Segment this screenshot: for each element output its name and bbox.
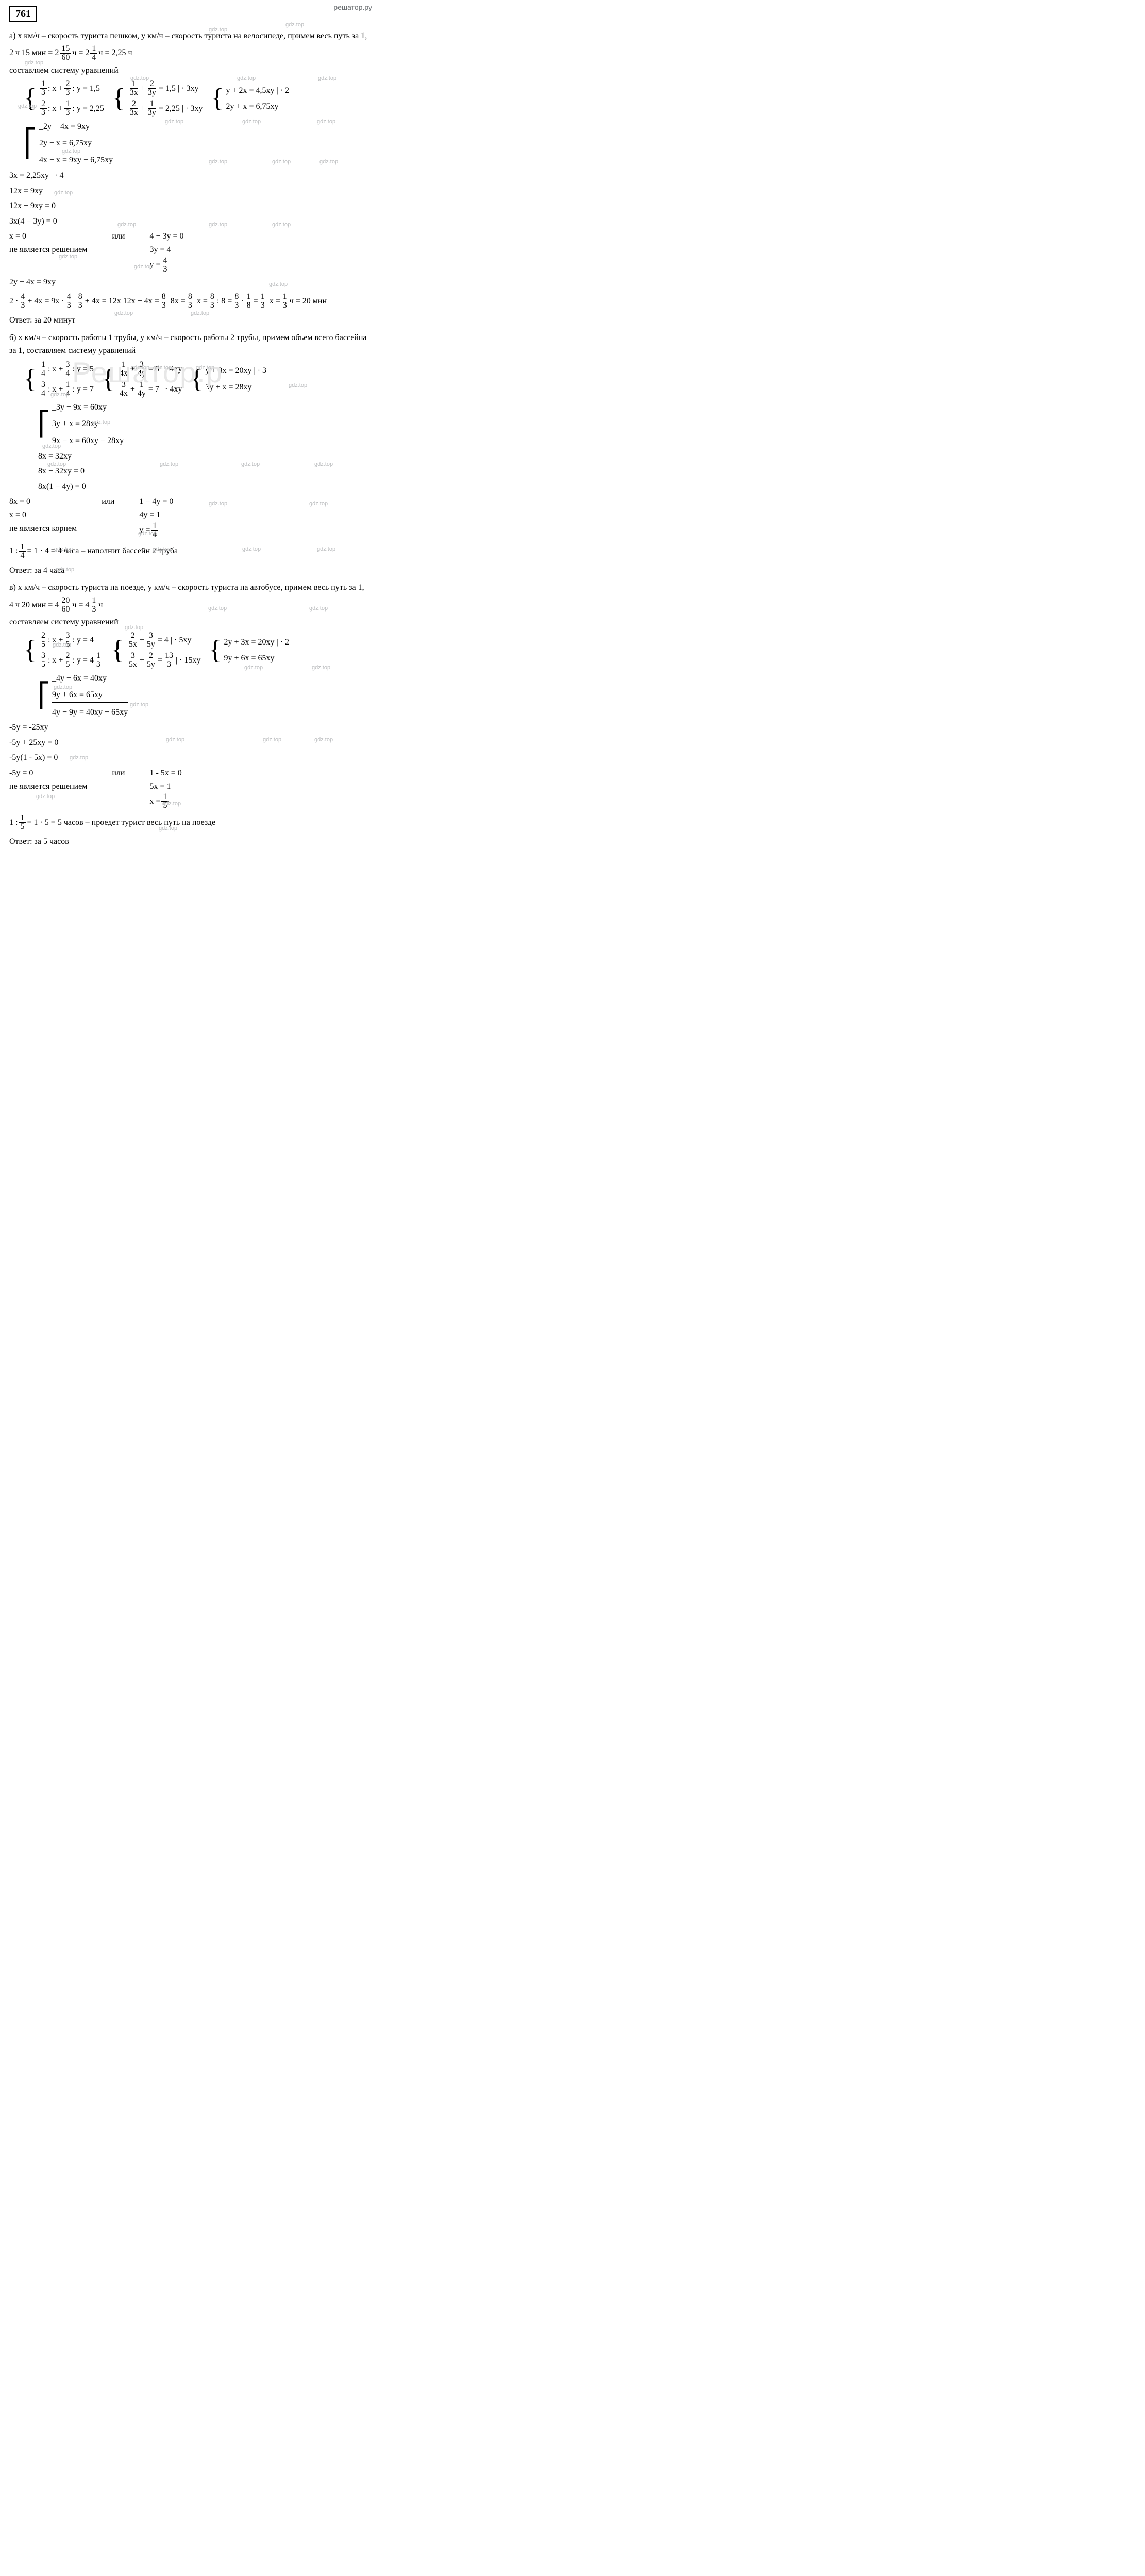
a-branch-right3pre: y = <box>149 258 160 272</box>
a-branch-left2: не является решением <box>9 243 87 257</box>
b-left2: x = 0 <box>9 509 77 522</box>
c-time-tail: ч <box>98 599 103 612</box>
b-subtraction: ⎡ _ 3y + 9x = 60xy 3y + x = 28xy 9x − x … <box>38 401 372 448</box>
problem-number: 761 <box>9 6 37 22</box>
a-system-1: { 13 : x + 23 : y = 1,5 23 : x + 13 : y … <box>24 80 372 117</box>
a-step-2: 12x − 9xy = 0 <box>9 199 372 213</box>
b-sub-l4: 8x = 32xy <box>38 450 372 463</box>
watermark: gdz.top <box>317 546 335 552</box>
a-s2-l7: x = 13 ч = 20 мин <box>270 293 327 310</box>
b-right3pre: y = <box>139 523 150 537</box>
a-compose-label: составляем систему уравнений <box>9 64 372 77</box>
or-label-b: или <box>102 495 114 538</box>
a-s2-l6: x = 83 : 8 = 83 · 18 = 13 <box>197 293 267 310</box>
a-branch-right1: 4 − 3y = 0 <box>149 230 183 243</box>
a-s2-l2: 2 · 43 + 4x = 9x · 43 <box>9 293 74 310</box>
a-branch: x = 0 не является решением или 4 − 3y = … <box>9 230 372 273</box>
a-answer: Ответ: за 20 минут <box>9 314 372 327</box>
a-time-prefix: 2 ч 15 мин = 2 <box>9 46 59 60</box>
a-branch-right2: 3y = 4 <box>149 243 183 257</box>
c-right3pre: x = <box>149 795 160 808</box>
c-branch: -5y = 0 не является решением или 1 - 5x … <box>9 767 372 810</box>
or-label-c: или <box>112 767 125 810</box>
watermark: gdz.top <box>285 22 304 28</box>
a-s2-l5: 8x = 83 <box>171 293 195 310</box>
b-branch: 8x = 0 x = 0 не является корнем или 1 − … <box>9 495 372 538</box>
a-intro: а) х км/ч – скорость туриста пешком, у к… <box>9 29 372 43</box>
or-label: или <box>112 230 125 273</box>
c-system: { 25 : x + 35 : y = 4 35 : x + 25 : y = … <box>24 632 372 669</box>
frac-1-4: 14 <box>90 45 97 62</box>
c-time-mid1: ч = 4 <box>72 599 89 612</box>
c-right2: 5x = 1 <box>149 780 181 793</box>
c-answer: Ответ: за 5 часов <box>9 835 372 849</box>
a-s2-l1: 2y + 4x = 9xy <box>9 276 372 289</box>
a-s2-l4: 12x − 4x = 83 <box>123 293 169 310</box>
brand-label: решатор.ру <box>333 3 372 11</box>
a-step-1: 12x = 9xy <box>9 184 372 198</box>
a-time-tail: ч = 2,25 ч <box>98 46 132 60</box>
c-intro: в) х км/ч – скорость туриста на поезде, … <box>9 581 372 595</box>
b-right2: 4y = 1 <box>139 509 173 522</box>
a-branch-left1: x = 0 <box>9 230 87 243</box>
b-sub-l6: 8x(1 − 4y) = 0 <box>38 480 372 494</box>
a-step-3: 3x(4 − 3y) = 0 <box>9 215 372 228</box>
b-right1: 1 − 4y = 0 <box>139 495 173 509</box>
b-system: { 14 : x + 34 : y = 5 34 : x + 14 : y = … <box>24 361 372 398</box>
c-step-2: -5y(1 - 5x) = 0 <box>9 751 372 765</box>
b-left3: не является корнем <box>9 522 77 535</box>
c-step-1: -5y + 25xy = 0 <box>9 736 372 750</box>
b-intro: б) х км/ч – скорость работы 1 трубы, у к… <box>9 331 372 358</box>
a-time-mid1: ч = 2 <box>72 46 89 60</box>
c-calc: 1 : 15 = 1 · 5 = 5 часов – проедет турис… <box>9 814 215 831</box>
frac-15-60: 1560 <box>60 45 71 62</box>
c-time-prefix: 4 ч 20 мин = 4 <box>9 599 59 612</box>
c-right1: 1 - 5x = 0 <box>149 767 181 780</box>
b-sub-l5: 8x − 32xy = 0 <box>38 465 372 478</box>
b-left1: 8x = 0 <box>9 495 77 509</box>
b-calc: 1 : 14 = 1 · 4 = 4 часа – наполнит бассе… <box>9 543 178 560</box>
page: решатор.ру Решатор.р 761 а) х км/ч – ско… <box>0 0 381 894</box>
c-left1: -5y = 0 <box>9 767 87 780</box>
c-time-line: 4 ч 20 мин = 4 2060 ч = 4 13 ч <box>9 597 372 614</box>
c-step-0: -5y = -25xy <box>9 721 372 734</box>
a-subtraction: ⎡ _ 2y + 4x = 9xy 2y + x = 6,75xy 4x − x… <box>24 120 372 167</box>
b-answer: Ответ: за 4 часа <box>9 564 372 578</box>
a-time-line: 2 ч 15 мин = 2 1560 ч = 2 14 ч = 2,25 ч <box>9 45 372 62</box>
watermark: gdz.top <box>242 546 261 552</box>
a-step-0: 3x = 2,25xy | · 4 <box>9 169 372 182</box>
c-compose-label: составляем систему уравнений <box>9 616 372 629</box>
c-left2: не является решением <box>9 780 87 793</box>
a-s2-l3: 83 + 4x = 12x <box>76 293 121 310</box>
c-subtraction: ⎡ _ 4y + 6x = 40xy 9y + 6x = 65xy 4y − 9… <box>38 672 372 719</box>
